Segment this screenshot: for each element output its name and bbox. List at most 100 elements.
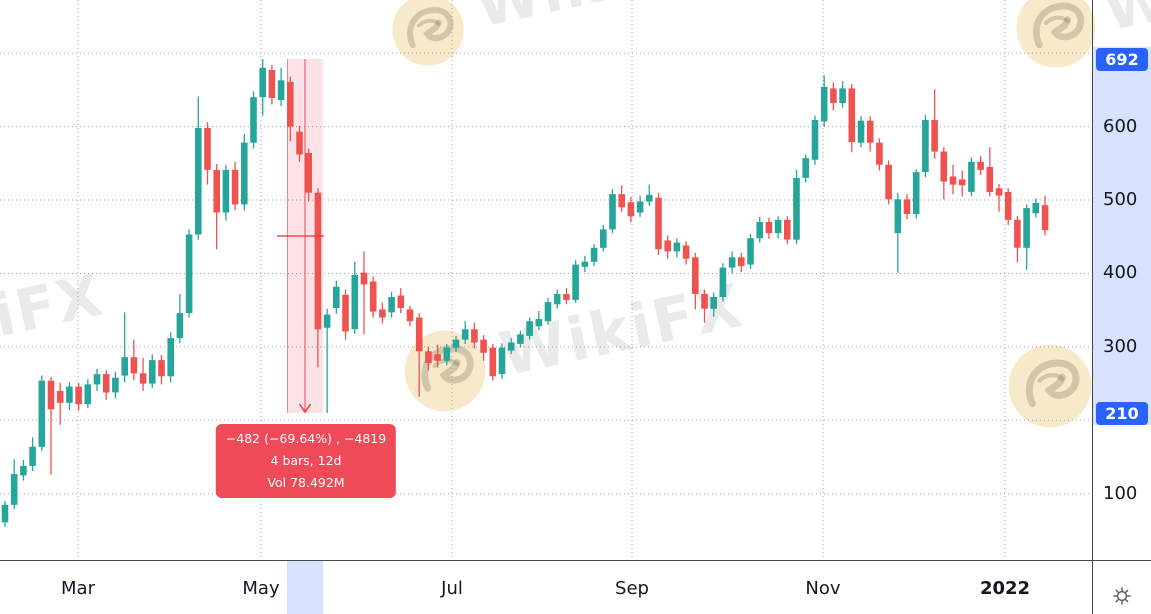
time-axis-label: Jul [441,578,463,599]
candle-up [93,368,101,391]
candle-body [931,120,938,152]
candle-down [949,164,957,195]
candle-body [590,247,598,262]
time-axis-label: Mar [61,578,95,599]
candle-down [56,382,64,425]
candle-body [461,329,469,340]
candle-body [20,465,27,476]
candle-up [922,114,929,178]
candle-body [830,88,837,104]
candle-body [204,128,211,170]
candle-body [1041,205,1049,231]
time-axis[interactable]: Mar May Jul Sep Nov 2022 [0,561,1151,614]
candle-up [10,459,18,510]
chart-canvas[interactable] [0,0,1092,560]
candle-body [765,222,773,233]
candle-body [388,297,395,313]
candle-up [719,263,727,302]
measure-volume-text: Vol 78.492M [267,475,345,490]
candle-body [121,357,128,376]
candle-up [646,184,653,206]
candle-body [719,267,727,297]
candle-body [738,257,745,267]
candle-down [406,305,414,327]
candle-body [296,131,303,155]
eagle-wing [1037,373,1065,383]
wikifx-eagle-logo-watermark [1014,0,1098,70]
price-axis[interactable]: 600 500 400 300 100 692 210 [1093,0,1151,560]
candle-body [774,219,782,233]
candle-up [121,312,128,383]
candle-body [342,294,349,332]
candle-up [609,189,616,234]
candle-body [692,257,699,294]
candle-body [102,374,110,393]
candle-down [765,217,773,239]
candle-body [1004,191,1012,220]
price-axis-settings-button[interactable] [1113,587,1131,605]
candle-body [655,197,662,250]
candle-up [333,280,340,314]
candle-body [10,474,18,505]
measure-price-badge: 210 [1096,401,1148,425]
candle-body [977,161,984,170]
candle-up [572,260,579,303]
candle-body [84,384,92,405]
candle-body [268,70,276,98]
candle-up [241,133,248,211]
candle-body [664,240,671,252]
candle-body [1023,208,1030,248]
candle-down [47,377,55,475]
candle-body [995,188,1003,196]
candle-body [480,339,487,353]
measure-price-badge: 692 [1096,47,1148,71]
candle-up [443,344,451,366]
candle-down [480,335,487,361]
candle-up [452,335,460,352]
candle-down [986,147,994,197]
candle-up [793,169,800,245]
candle-down [940,147,948,200]
gear-tooth [1125,599,1129,603]
candle-body [222,169,230,213]
candle-body [811,120,819,160]
candle-down [415,313,423,397]
candle-body [866,120,874,143]
candle-up [66,382,73,411]
candle-body [498,347,506,374]
eagle-swirl [1025,359,1080,408]
candle-body [1032,203,1040,214]
candle-down [903,194,911,220]
candle-body [139,373,147,384]
measure-tooltip[interactable]: −482 (−69.64%) , −4819 4 bars, 12d Vol 7… [215,424,397,498]
time-axis-label: 2022 [979,578,1031,599]
candle-body [802,158,809,178]
eagle-circle [1016,0,1096,68]
candle-up [461,321,469,344]
candle-up [1023,204,1030,270]
candle-up [498,343,506,380]
candle-body [1,504,9,523]
price-axis-label: 100 [1103,482,1138,504]
candle-up [185,229,193,318]
candle-up [673,238,681,258]
candle-down [830,82,837,111]
eagle-swirl [407,7,454,49]
candle-down [563,288,570,305]
candle-up [802,154,809,183]
candle-body [75,386,82,405]
candle-down [231,161,239,211]
candle-body [857,120,865,143]
candle-body [940,151,948,182]
gear-tooth [1115,599,1119,603]
candle-down [784,216,791,245]
candle-body [277,80,285,101]
price-axis-label: 500 [1103,189,1138,210]
candle-down [977,155,984,175]
candle-up [839,81,846,108]
candle-up [756,216,763,243]
candle-body [195,128,202,235]
candle-down [618,185,625,212]
